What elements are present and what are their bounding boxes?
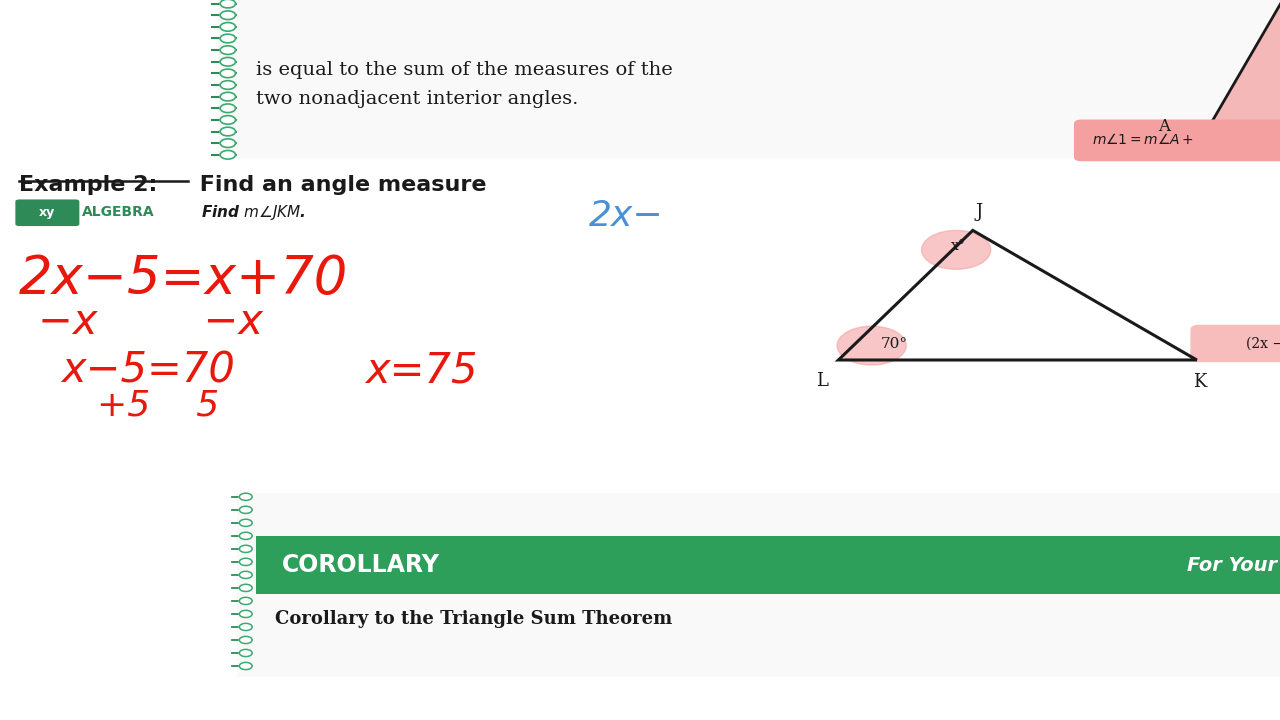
Text: Example 2:: Example 2: bbox=[19, 175, 157, 195]
Circle shape bbox=[239, 598, 252, 605]
Circle shape bbox=[239, 611, 252, 618]
Text: is equal to the sum of the measures of the: is equal to the sum of the measures of t… bbox=[256, 61, 673, 79]
Text: Corollary to the Triangle Sum Theorem: Corollary to the Triangle Sum Theorem bbox=[275, 610, 672, 628]
FancyBboxPatch shape bbox=[256, 536, 1280, 594]
Circle shape bbox=[837, 326, 906, 365]
Text: J: J bbox=[975, 203, 983, 221]
Circle shape bbox=[239, 636, 252, 644]
Text: +5    5: +5 5 bbox=[97, 389, 220, 423]
Circle shape bbox=[220, 116, 236, 125]
FancyBboxPatch shape bbox=[15, 199, 79, 226]
Text: For Your: For Your bbox=[1188, 556, 1277, 575]
FancyBboxPatch shape bbox=[237, 493, 1280, 677]
Circle shape bbox=[922, 230, 991, 269]
Text: 2x−: 2x− bbox=[589, 199, 663, 233]
Circle shape bbox=[239, 532, 252, 539]
Circle shape bbox=[239, 571, 252, 578]
Circle shape bbox=[220, 0, 236, 8]
Text: −x        −x: −x −x bbox=[38, 301, 264, 343]
Circle shape bbox=[220, 150, 236, 159]
Text: Find an angle measure: Find an angle measure bbox=[192, 175, 486, 195]
FancyBboxPatch shape bbox=[218, 0, 1280, 158]
Circle shape bbox=[239, 545, 252, 552]
Circle shape bbox=[220, 92, 236, 101]
Text: COROLLARY: COROLLARY bbox=[282, 553, 439, 577]
Text: xy: xy bbox=[40, 206, 55, 219]
Text: ALGEBRA: ALGEBRA bbox=[82, 205, 155, 220]
Circle shape bbox=[239, 493, 252, 500]
Circle shape bbox=[220, 69, 236, 78]
Text: (2x − 5)°: (2x − 5)° bbox=[1245, 336, 1280, 351]
FancyBboxPatch shape bbox=[1074, 120, 1280, 161]
Circle shape bbox=[220, 34, 236, 42]
Circle shape bbox=[220, 81, 236, 89]
Circle shape bbox=[239, 558, 252, 565]
Circle shape bbox=[239, 519, 252, 526]
Text: 70°: 70° bbox=[881, 337, 908, 351]
Text: two nonadjacent interior angles.: two nonadjacent interior angles. bbox=[256, 90, 579, 108]
Text: 2x−5=x+70: 2x−5=x+70 bbox=[19, 253, 348, 305]
Text: K: K bbox=[1193, 373, 1206, 391]
Text: x=75: x=75 bbox=[365, 349, 477, 391]
Circle shape bbox=[220, 127, 236, 136]
Text: x°: x° bbox=[951, 239, 966, 253]
Circle shape bbox=[239, 649, 252, 657]
Circle shape bbox=[220, 11, 236, 19]
Circle shape bbox=[239, 662, 252, 670]
Text: A: A bbox=[1158, 118, 1170, 135]
Circle shape bbox=[220, 22, 236, 31]
Circle shape bbox=[220, 139, 236, 148]
Text: x−5=70: x−5=70 bbox=[61, 349, 236, 391]
Circle shape bbox=[239, 585, 252, 592]
Circle shape bbox=[220, 46, 236, 55]
Polygon shape bbox=[1190, 0, 1280, 158]
Circle shape bbox=[239, 624, 252, 631]
Text: Find $m\angle JKM$.: Find $m\angle JKM$. bbox=[201, 203, 306, 222]
Text: L: L bbox=[815, 372, 828, 390]
FancyBboxPatch shape bbox=[1190, 325, 1280, 362]
Text: $m\angle 1 = m\angle A +$: $m\angle 1 = m\angle A +$ bbox=[1092, 132, 1194, 147]
Circle shape bbox=[220, 58, 236, 66]
Circle shape bbox=[239, 506, 252, 513]
Circle shape bbox=[220, 104, 236, 112]
